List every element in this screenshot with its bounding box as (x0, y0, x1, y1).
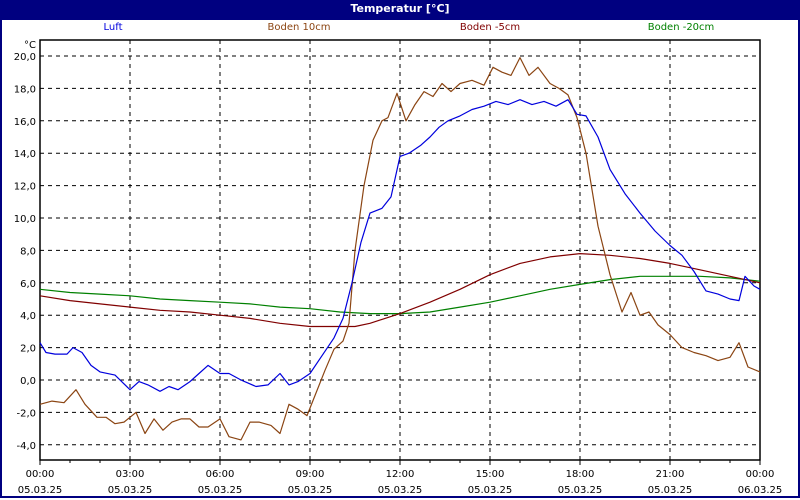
series-line-boden-10cm (39, 56, 761, 441)
x-tick-date: 05.03.25 (558, 485, 603, 496)
legend-boden-10cm: Boden 10cm (267, 22, 331, 33)
x-tick-time: 06:00 (206, 469, 235, 480)
x-tick-date: 05.03.25 (648, 485, 693, 496)
y-tick-label: 12,0 (14, 182, 36, 193)
x-tick-date: 05.03.25 (288, 485, 333, 496)
x-tick-time: 03:00 (116, 469, 145, 480)
series-line-luft (39, 99, 761, 392)
y-tick-label: 2,0 (20, 344, 36, 355)
series-line-boden-5cm (39, 253, 761, 328)
y-tick-label: 14,0 (14, 149, 36, 160)
legend-luft: Luft (103, 22, 123, 33)
y-tick-label: 18,0 (14, 84, 36, 95)
y-tick-label: 0,0 (20, 376, 36, 387)
x-tick-time: 00:00 (26, 469, 55, 480)
x-tick-time: 12:00 (386, 469, 415, 480)
x-tick-date: 05.03.25 (378, 485, 423, 496)
x-tick-date: 05.03.25 (468, 485, 513, 496)
y-tick-label: 10,0 (14, 214, 36, 225)
x-tick-date: 05.03.25 (198, 485, 243, 496)
y-tick-label: -2,0 (16, 408, 36, 419)
legend-boden-minus5cm: Boden -5cm (459, 22, 521, 33)
x-tick-time: 18:00 (566, 469, 595, 480)
x-tick-time: 00:00 (746, 469, 775, 480)
y-tick-label: -4,0 (16, 441, 36, 452)
x-tick-date: 05.03.25 (108, 485, 153, 496)
x-tick-time: 09:00 (296, 469, 325, 480)
plot-frame (39, 39, 761, 461)
legend-boden-minus20cm: Boden -20cm (647, 22, 715, 33)
x-tick-time: 15:00 (476, 469, 505, 480)
y-tick-label: 6,0 (20, 279, 36, 290)
y-axis-unit: °C (24, 40, 36, 51)
x-tick-date: 06.03.25 (738, 485, 783, 496)
y-tick-label: 4,0 (20, 311, 36, 322)
chart-title: Temperatur [°C] (0, 0, 800, 20)
y-tick-label: 20,0 (14, 52, 36, 63)
y-tick-label: 16,0 (14, 117, 36, 128)
y-tick-label: 8,0 (20, 246, 36, 257)
x-tick-time: 21:00 (656, 469, 685, 480)
x-tick-date: 05.03.25 (18, 485, 63, 496)
